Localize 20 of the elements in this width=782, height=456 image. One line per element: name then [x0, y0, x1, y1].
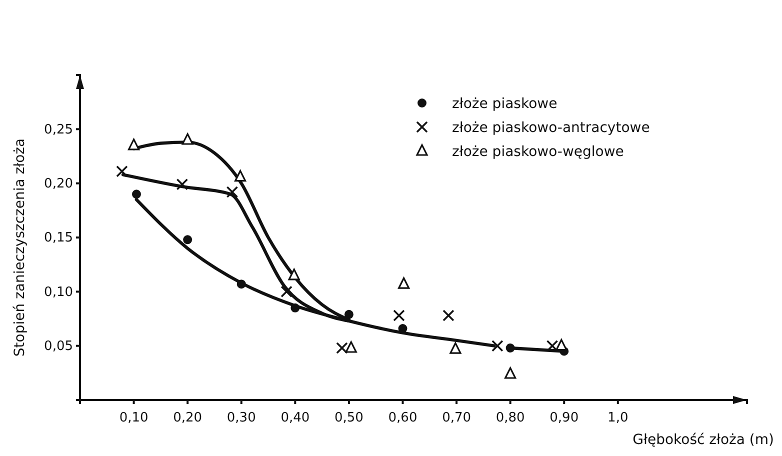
legend-label: złoże piaskowe [452, 96, 558, 112]
x-tick-label: 0,60 [388, 410, 418, 426]
x-tick-label: 0,90 [550, 410, 579, 426]
x-tick-label: 1,0 [608, 410, 628, 426]
x-tick-label: 0,20 [173, 410, 202, 426]
y-axis-title: Stopień zanieczyszczenia złoża [12, 138, 28, 357]
x-tick-label: 0,10 [119, 410, 148, 426]
x-tick-label: 0,40 [280, 410, 310, 426]
x-tick-label: 0,50 [334, 410, 364, 426]
x-tick-label: 0,30 [226, 410, 256, 426]
y-tick-label: 0,15 [44, 230, 73, 246]
x-tick-label: 0,80 [496, 410, 525, 426]
y-tick-label: 0,25 [44, 122, 73, 138]
x-axis-title: Głębokość złoża (m) [632, 432, 774, 448]
legend-label: złoże piaskowo-węglowe [452, 144, 624, 160]
y-tick-label: 0,20 [44, 176, 73, 192]
y-tick-label: 0,05 [44, 338, 73, 354]
legend-label: złoże piaskowo-antracytowe [452, 120, 650, 136]
y-tick-label: 0,10 [44, 284, 73, 300]
x-tick-label: 0,70 [442, 410, 472, 426]
